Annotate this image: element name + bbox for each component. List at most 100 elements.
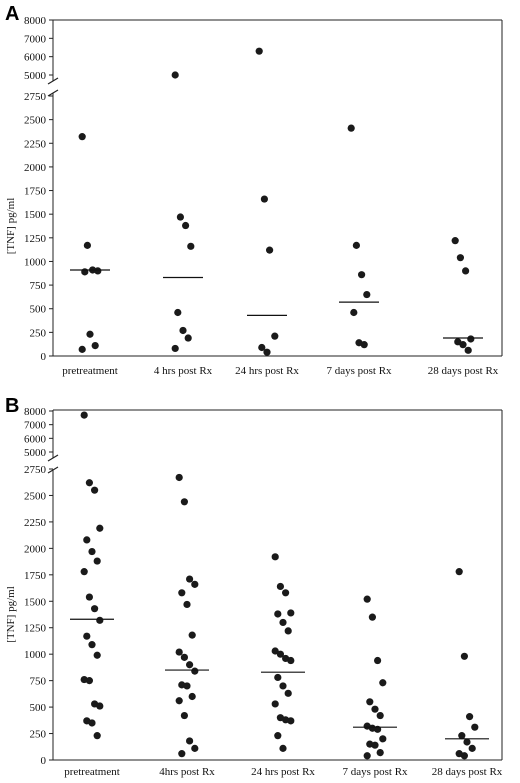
y-tick-label: 2500 (24, 115, 47, 127)
data-point (366, 698, 374, 706)
data-point (279, 682, 287, 690)
y-tick-label: 750 (30, 280, 47, 292)
x-category-label: 4hrs post Rx (159, 766, 215, 778)
data-point (263, 348, 271, 356)
data-point (80, 568, 88, 576)
x-category-label: 4 hrs post Rx (154, 365, 213, 377)
data-point (96, 524, 104, 532)
data-point (350, 308, 358, 317)
data-point (282, 589, 290, 597)
data-point (91, 605, 99, 613)
data-point (191, 744, 199, 752)
y-tick-label: 2500 (24, 490, 47, 502)
data-point (80, 411, 88, 419)
data-point (258, 343, 266, 352)
data-point (178, 589, 186, 597)
data-point (460, 752, 468, 760)
y-tick-label: 1000 (24, 649, 47, 661)
data-point (376, 711, 384, 720)
y-axis-label: [TNF] pg/ml (5, 198, 17, 255)
data-point (85, 593, 93, 601)
y-tick-label: 2000 (24, 162, 47, 174)
data-point (180, 498, 188, 506)
data-point (363, 752, 371, 760)
data-point (374, 656, 382, 665)
data-point (175, 473, 183, 482)
y-tick-label: 1250 (24, 233, 47, 245)
y-tick-label: 7000 (24, 33, 47, 45)
data-point (287, 717, 295, 725)
y-tick-label: 500 (30, 304, 47, 316)
y-tick-label: 250 (30, 327, 47, 339)
data-point (188, 631, 196, 639)
data-point (358, 271, 366, 279)
y-tick-label: 1500 (24, 209, 47, 221)
data-point (96, 616, 104, 624)
data-point (88, 641, 96, 649)
y-tick-label: 1000 (24, 256, 47, 268)
data-point (175, 697, 183, 705)
panel-letter: B (5, 395, 19, 417)
data-point (379, 735, 387, 743)
data-point (180, 653, 188, 661)
data-point (284, 627, 292, 635)
y-tick-label: 2250 (24, 138, 47, 150)
y-tick-label: 2000 (24, 543, 47, 555)
data-point (180, 711, 188, 720)
y-axis-label: [TNF] pg/ml (5, 586, 17, 643)
data-point (463, 738, 471, 746)
data-point (94, 267, 102, 275)
data-point (363, 595, 371, 603)
data-point (274, 610, 282, 618)
y-tick-label: 1750 (24, 186, 47, 198)
data-point (371, 741, 379, 749)
data-point (255, 47, 263, 55)
x-category-label: 28 days post Rx (432, 766, 503, 778)
data-point (279, 744, 287, 752)
panel-a: A 0 250 500 750 1000 1250 1500 1750 2000 2250 2500 2… (5, 3, 503, 377)
data-point (376, 748, 384, 757)
data-point (88, 719, 96, 727)
data-point (171, 71, 179, 79)
x-category-label: pretreatment (64, 766, 120, 778)
y-tick-label: 1250 (24, 623, 47, 635)
data-point (91, 486, 99, 494)
data-point (93, 651, 101, 659)
y-tick-label: 1500 (24, 596, 47, 608)
x-category-label: 24 hrs post Rx (235, 365, 299, 377)
data-point (174, 308, 182, 317)
data-point (83, 632, 91, 640)
data-point (176, 213, 184, 221)
y-tick-label: 8000 (24, 15, 47, 27)
data-point (271, 700, 279, 708)
data-point (93, 557, 101, 565)
y-tick-label: 0 (41, 755, 47, 767)
data-point (182, 221, 190, 230)
data-point (363, 290, 371, 299)
data-point (276, 650, 284, 658)
data-point (287, 656, 295, 665)
y-tick-label: 8000 (24, 406, 47, 418)
data-point (187, 242, 195, 250)
data-point (455, 568, 463, 576)
y-tick-label: 750 (30, 676, 47, 688)
data-point (371, 705, 379, 713)
data-point (183, 600, 191, 609)
panel-b: B 0 250 500 750 1000 1250 1500 1750 2000 2250 2500 2… (5, 395, 503, 778)
data-point (179, 326, 187, 335)
data-point (462, 267, 470, 275)
data-point (266, 246, 274, 254)
x-category-label: pretreatment (62, 365, 118, 377)
y-tick-label: 6000 (24, 52, 47, 64)
y-tick-label: 250 (30, 729, 47, 741)
data-point (191, 580, 199, 588)
data-point (178, 750, 186, 758)
data-point (279, 618, 287, 627)
data-point (347, 124, 355, 132)
data-point (96, 702, 104, 710)
data-point (274, 732, 282, 740)
data-point (186, 575, 194, 583)
data-point (171, 344, 179, 353)
data-point (175, 648, 183, 656)
